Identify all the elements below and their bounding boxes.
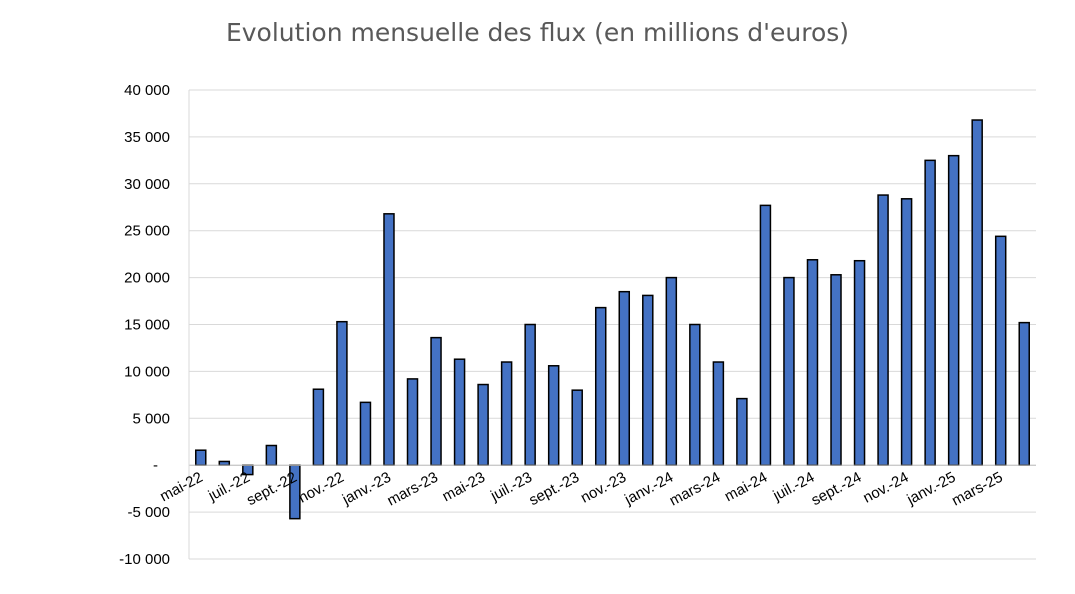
bar [783,276,795,466]
bar [689,323,701,466]
x-tick-labels: mai-22 juil.-22sept.-22nov.-22janv.-23mar… [157,469,1005,510]
x-tick-label: nov.-24 [860,469,911,507]
x-tick-label: juil.-23 [487,469,535,505]
x-tick-label: janv.-24 [621,469,676,509]
bar [218,460,231,466]
bar [877,194,889,466]
bar [453,358,466,466]
bar [759,204,772,466]
bar [406,378,419,466]
x-tick-label: nov.-23 [578,469,629,507]
bar [618,290,631,466]
x-tick-label: mai-23 [440,469,488,506]
chart-title: Evolution mensuelle des flux (en million… [225,18,850,47]
y-tick-label: - [153,457,158,474]
bar [477,383,489,466]
bar [195,449,207,466]
bar [736,397,748,466]
bar [900,198,913,466]
y-tick-label: 30 000 [124,176,170,193]
x-tick-label: sept.-24 [809,469,865,509]
x-tick-label: janv.-23 [339,469,394,509]
x-tick-label: mars-23 [384,469,441,510]
bar [312,388,325,466]
y-tick-label: 25 000 [124,223,170,240]
bar [500,361,513,466]
bar [994,235,1007,466]
bar [830,274,842,466]
x-tick-label: mars-24 [667,469,724,510]
bar [594,306,607,466]
bar [924,159,936,466]
bar [665,276,678,466]
x-tick-label: nov.-22 [296,469,347,507]
bars [195,119,1030,520]
bar [524,323,536,466]
y-tick-label: 40 000 [124,82,170,99]
bar [571,389,583,466]
x-tick-label: mai-22 [157,469,205,506]
bar [430,336,442,466]
bar [971,119,983,466]
y-tick-label: 5 000 [132,410,170,427]
x-tick-label: mars-25 [949,469,1006,510]
y-tick-label: 35 000 [124,129,170,146]
bar [265,444,278,466]
bar [547,365,560,466]
bar [947,154,960,466]
bar [383,213,395,466]
x-tick-label: mai-24 [722,469,770,506]
bar [336,320,348,466]
y-tick-label: -5 000 [127,504,170,521]
x-tick-label: janv.-25 [904,469,959,509]
bar [806,259,819,466]
bar [359,401,372,466]
bar [712,361,725,466]
bar [853,259,866,466]
bar [1018,321,1030,466]
bar [642,294,654,466]
x-tick-label: sept.-23 [526,469,582,509]
x-tick-label: juil.-22 [205,469,253,505]
y-tick-label: 10 000 [124,363,170,380]
y-tick-label: 20 000 [124,270,170,287]
y-tick-label: -10 000 [119,551,170,568]
x-tick-label: juil.-24 [769,469,817,505]
y-tick-label: 15 000 [124,317,170,334]
